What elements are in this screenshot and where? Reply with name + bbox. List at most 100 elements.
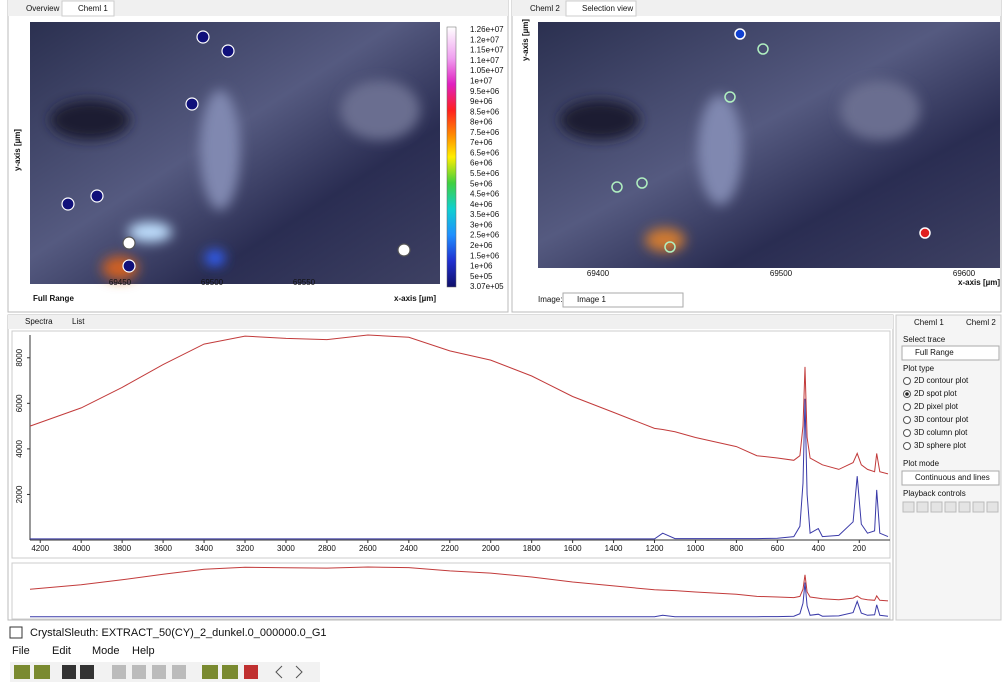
tab[interactable]: Cheml 2 — [530, 4, 560, 13]
x-tick-label: 1600 — [564, 544, 582, 553]
x-tick-label: 69400 — [587, 269, 610, 278]
y-axis-label: y-axis [µm] — [521, 19, 530, 61]
spectrum-frame — [11, 330, 891, 559]
y-tick-label: 6000 — [15, 394, 24, 412]
map-image — [538, 22, 1000, 268]
menu-item[interactable]: Mode — [92, 645, 120, 657]
x-tick-label: 3600 — [154, 544, 172, 553]
radio-label[interactable]: 2D spot plot — [914, 389, 957, 398]
image-select-value[interactable]: Image 1 — [577, 295, 606, 304]
playback-buttons — [902, 501, 999, 513]
colorbar-label: 1.2e+07 — [470, 35, 500, 44]
x-tick-label: 69500 — [201, 278, 224, 287]
mode-select[interactable] — [901, 470, 1000, 486]
trace-value[interactable]: Full Range — [915, 348, 954, 357]
spectrum-line — [30, 582, 889, 618]
image-label: Image: — [538, 295, 562, 304]
colorbar-label: 1e+07 — [470, 77, 493, 86]
colorbar-label: 1.26e+07 — [470, 25, 504, 34]
label: Select trace — [903, 335, 946, 344]
active-tab[interactable] — [61, 0, 115, 17]
colorbar-label: 3.5e+06 — [470, 210, 500, 219]
colorbar-label: 8.5e+06 — [470, 107, 500, 116]
spectrum-line — [30, 398, 889, 540]
x-tick-label: 400 — [812, 544, 826, 553]
radio-label[interactable]: 2D contour plot — [914, 376, 969, 385]
radio-label[interactable]: 3D sphere plot — [914, 441, 967, 450]
x-tick-label: 2600 — [359, 544, 377, 553]
tab[interactable]: Cheml 1 — [78, 4, 108, 13]
x-tick-label: 1200 — [646, 544, 664, 553]
toolbar-icons — [14, 665, 303, 679]
x-tick-label: 2200 — [441, 544, 459, 553]
tab[interactable]: Cheml 1 — [914, 318, 944, 327]
x-tick-label: 800 — [730, 544, 744, 553]
radio-label[interactable]: 2D pixel plot — [914, 402, 959, 411]
y-axis-label: y-axis [µm] — [13, 129, 22, 171]
colorbar-label: 6.5e+06 — [470, 148, 500, 157]
spots — [611, 28, 931, 253]
x-tick-label: 2000 — [482, 544, 500, 553]
window-icon — [9, 626, 23, 639]
label: Plot type — [903, 364, 935, 373]
radio-label[interactable]: 3D contour plot — [914, 415, 969, 424]
colorbar-label: 2.5e+06 — [470, 231, 500, 240]
tab[interactable]: List — [72, 317, 85, 326]
active-tab[interactable] — [565, 0, 637, 17]
x-tick-label: 2800 — [318, 544, 336, 553]
menu-item[interactable]: Edit — [52, 645, 71, 657]
colorbar-label: 3.07e+05 — [470, 282, 504, 291]
radio[interactable] — [903, 403, 911, 411]
radio[interactable] — [903, 442, 911, 450]
x-tick-label: 2400 — [400, 544, 418, 553]
x-tick-label: 4200 — [31, 544, 49, 553]
colorbar-label: 5.5e+06 — [470, 169, 500, 178]
x-axis-label: x-axis [µm] — [958, 278, 1000, 287]
tab[interactable]: Overview — [26, 4, 60, 13]
x-tick-label: 1400 — [605, 544, 623, 553]
radio[interactable] — [903, 429, 911, 437]
x-tick-label: 69500 — [770, 269, 793, 278]
tab-strip — [8, 0, 508, 16]
y-tick-label: 4000 — [15, 439, 24, 457]
spectrum-line — [29, 566, 889, 602]
radio[interactable] — [903, 416, 911, 424]
y-tick-label: 2000 — [15, 485, 24, 503]
x-tick-label: 3400 — [195, 544, 213, 553]
overview-frame — [11, 562, 891, 620]
radio-label[interactable]: 3D column plot — [914, 428, 968, 437]
colorbar-label: 1.15e+07 — [470, 46, 504, 55]
colorbar-label: 6e+06 — [470, 159, 493, 168]
side-panel — [895, 314, 1002, 621]
colorbar-label: 1.5e+06 — [470, 251, 500, 260]
trace-select[interactable] — [901, 345, 1000, 361]
tab-strip — [8, 315, 893, 329]
menu-item[interactable]: Help — [132, 645, 155, 657]
x-tick-label: 200 — [853, 544, 867, 553]
x-axis-label: x-axis [µm] — [394, 294, 436, 303]
radio[interactable] — [903, 377, 911, 385]
colorbar-label: 1e+06 — [470, 262, 493, 271]
tab[interactable]: Spectra — [25, 317, 53, 326]
x-tick-label: 600 — [771, 544, 785, 553]
x-tick-label: 1000 — [687, 544, 705, 553]
colorbar-label: 2e+06 — [470, 241, 493, 250]
image-select[interactable] — [562, 292, 684, 308]
range-label: Full Range — [33, 294, 74, 303]
x-tick-label: 69600 — [953, 269, 976, 278]
x-tick-label: 69450 — [109, 278, 132, 287]
tab[interactable]: Selection view — [582, 4, 633, 13]
colorbar-label: 7.5e+06 — [470, 128, 500, 137]
label: Playback controls — [903, 489, 966, 498]
spectrum-line — [29, 334, 889, 475]
menu-item[interactable]: File — [12, 645, 30, 657]
tab[interactable]: Cheml 2 — [966, 318, 996, 327]
mode-value[interactable]: Continuous and lines — [915, 473, 990, 482]
colorbar-label: 3e+06 — [470, 220, 493, 229]
colorbar-label: 1.1e+07 — [470, 56, 500, 65]
colorbar-label: 4.5e+06 — [470, 190, 500, 199]
colorbar-label: 9.5e+06 — [470, 87, 500, 96]
x-tick-label: 4000 — [72, 544, 90, 553]
colorbar-label: 8e+06 — [470, 118, 493, 127]
window-title: CrystalSleuth: EXTRACT_50(CY)_2_dunkel.0… — [30, 627, 327, 639]
